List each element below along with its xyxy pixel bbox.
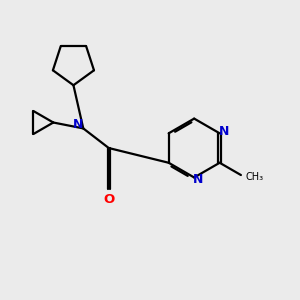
Text: N: N (73, 118, 83, 131)
Text: CH₃: CH₃ (246, 172, 264, 182)
Text: O: O (103, 193, 114, 206)
Text: N: N (193, 173, 203, 186)
Text: N: N (218, 125, 229, 138)
